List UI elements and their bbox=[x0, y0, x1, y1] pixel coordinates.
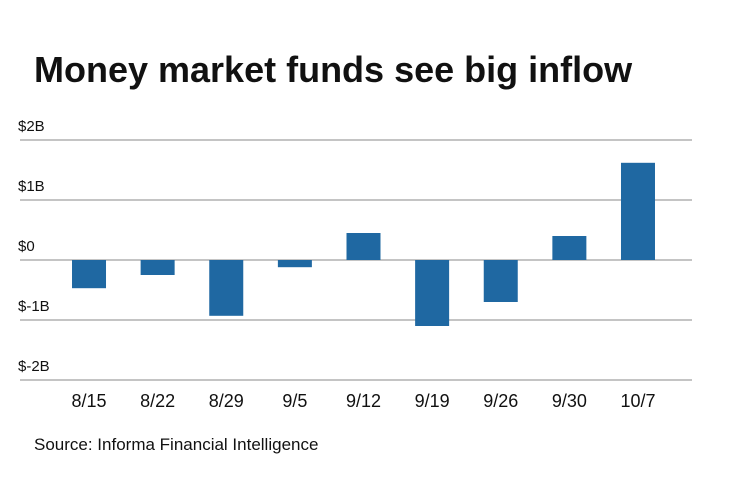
bar bbox=[483, 260, 518, 302]
x-tick-label: 10/7 bbox=[620, 391, 655, 411]
x-tick-label: 9/12 bbox=[346, 391, 381, 411]
bar bbox=[552, 236, 587, 260]
x-tick-label: 9/19 bbox=[415, 391, 450, 411]
bar bbox=[140, 260, 175, 275]
y-tick-label: $-2B bbox=[18, 358, 50, 375]
bar bbox=[72, 260, 107, 289]
x-tick-label: 8/29 bbox=[209, 391, 244, 411]
x-tick-label: 9/26 bbox=[483, 391, 518, 411]
y-tick-label: $-1B bbox=[18, 298, 50, 315]
x-tick-label: 9/30 bbox=[552, 391, 587, 411]
bar bbox=[277, 260, 312, 268]
bar bbox=[415, 260, 450, 326]
y-tick-label: $0 bbox=[18, 238, 35, 255]
chart-title: Money market funds see big inflow bbox=[34, 49, 633, 90]
y-tick-label: $1B bbox=[18, 178, 45, 195]
x-tick-label: 8/22 bbox=[140, 391, 175, 411]
y-tick-label: $2B bbox=[18, 118, 45, 135]
bar bbox=[620, 162, 655, 260]
bar bbox=[346, 233, 381, 260]
bar bbox=[209, 260, 244, 316]
x-tick-label: 9/5 bbox=[282, 391, 307, 411]
x-tick-label: 8/15 bbox=[71, 391, 106, 411]
source-note: Source: Informa Financial Intelligence bbox=[34, 435, 318, 454]
